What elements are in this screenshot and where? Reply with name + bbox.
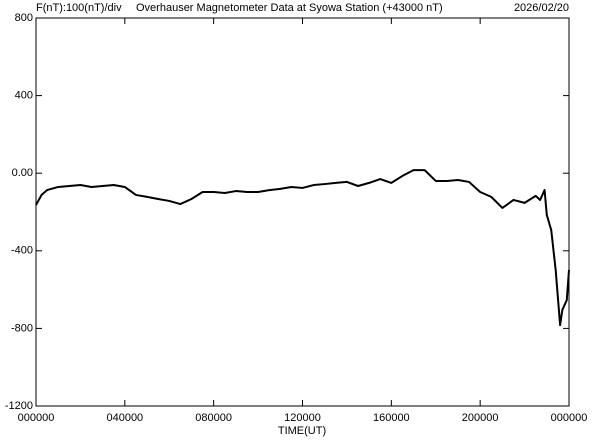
chart-title: Overhauser Magnetometer Data at Syowa St… (136, 2, 443, 14)
y-tick-label: -400 (11, 245, 33, 257)
y-tick-label: -800 (11, 322, 33, 334)
x-tick-label: 120000 (284, 412, 321, 424)
x-tick-label: 040000 (106, 412, 143, 424)
y-tick-label: -1200 (5, 400, 33, 412)
x-tick-label: 160000 (373, 412, 410, 424)
plot-frame (35, 17, 570, 407)
x-tick-label: 080000 (195, 412, 232, 424)
x-tick-label: 000000 (551, 412, 588, 424)
scale-note: F(nT):100(nT)/div (36, 2, 122, 14)
x-tick-label: 000000 (18, 412, 55, 424)
date: 2026/02/20 (514, 2, 569, 14)
x-axis-label: TIME(UT) (278, 425, 326, 437)
x-tick-label: 200000 (462, 412, 499, 424)
data-line (35, 169, 570, 327)
y-tick-label: 800 (15, 12, 33, 24)
y-tick-label: 0.00 (12, 167, 33, 179)
y-tick-label: 400 (15, 90, 33, 102)
